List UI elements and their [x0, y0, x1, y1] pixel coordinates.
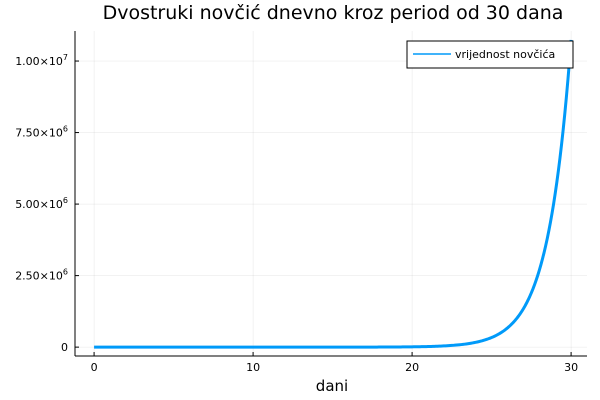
- legend-label: vrijednost novčića: [455, 48, 555, 61]
- chart-title: Dvostruki novčić dnevno kroz period od 3…: [103, 2, 564, 24]
- y-tick-label: 2.50×106: [15, 268, 68, 283]
- y-tick-label: 7.50×106: [15, 125, 68, 140]
- grid-lines: [75, 31, 587, 356]
- tick-labels: 0 10 20 30 0 2.50×106 5.00×106 7.50×106 1.00×107: [15, 53, 578, 374]
- y-tick-label: 0: [61, 341, 68, 354]
- y-tick-label: 1.00×107: [15, 53, 68, 68]
- legend: vrijednost novčića: [406, 40, 574, 69]
- x-tick-label: 30: [564, 361, 578, 374]
- x-axis-label: dani: [316, 377, 348, 395]
- y-tick-label: 5.00×106: [15, 196, 68, 211]
- x-tick-label: 10: [246, 361, 260, 374]
- x-tick-label: 20: [405, 361, 419, 374]
- series-line: [94, 39, 573, 349]
- x-tick-label: 0: [91, 361, 98, 374]
- axes: [74, 31, 587, 357]
- series-group: [94, 39, 573, 349]
